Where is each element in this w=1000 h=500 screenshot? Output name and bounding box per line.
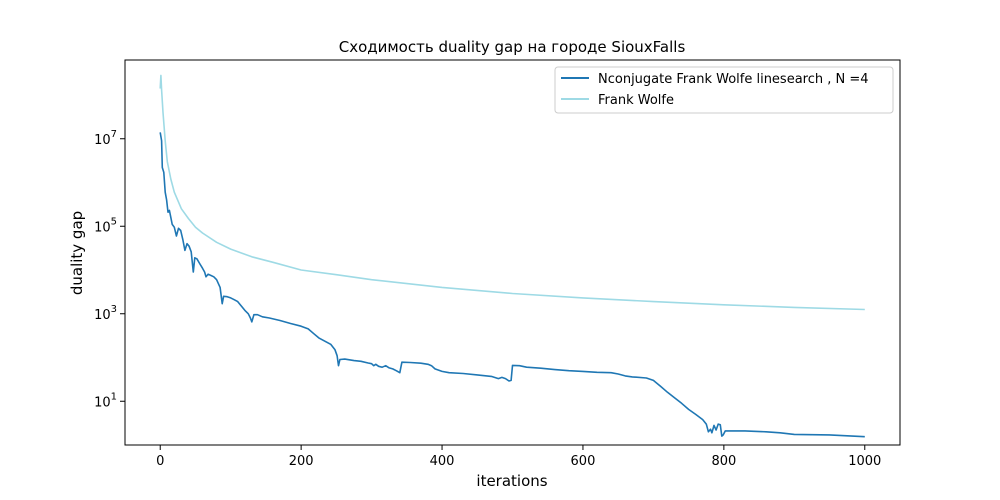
y-tick-label: 107 [94, 129, 117, 148]
plot-frame [124, 59, 901, 446]
x-tick-label: 0 [156, 454, 164, 469]
x-axis-label: iterations [476, 472, 547, 490]
legend-box [554, 66, 894, 114]
x-tick-label: 400 [430, 454, 455, 469]
y-tick-label: 105 [94, 216, 117, 235]
legend-label: Frank Wolfe [598, 93, 674, 108]
x-tick-label: 600 [571, 454, 596, 469]
x-tick-label: 1000 [848, 454, 881, 469]
y-axis-label: duality gap [68, 211, 86, 295]
legend-label: Nconjugate Frank Wolfe linesearch , N =4 [598, 72, 869, 87]
plot-background [125, 60, 900, 445]
plot-area [125, 60, 900, 445]
series-line [159, 74, 865, 311]
series-layer [159, 74, 865, 438]
series-line [159, 132, 865, 438]
chart-title: Сходимость duality gap на городе SiouxFa… [339, 38, 686, 56]
x-tick-label: 200 [289, 454, 314, 469]
legend: Nconjugate Frank Wolfe linesearch , N =4… [554, 66, 894, 114]
y-tick-label: 103 [94, 304, 117, 323]
y-tick-label: 101 [94, 391, 117, 410]
y-axis: 101 103 105 107 [94, 129, 125, 410]
x-axis: 0 200 400 600 800 1000 [156, 445, 881, 469]
x-tick-label: 800 [711, 454, 736, 469]
